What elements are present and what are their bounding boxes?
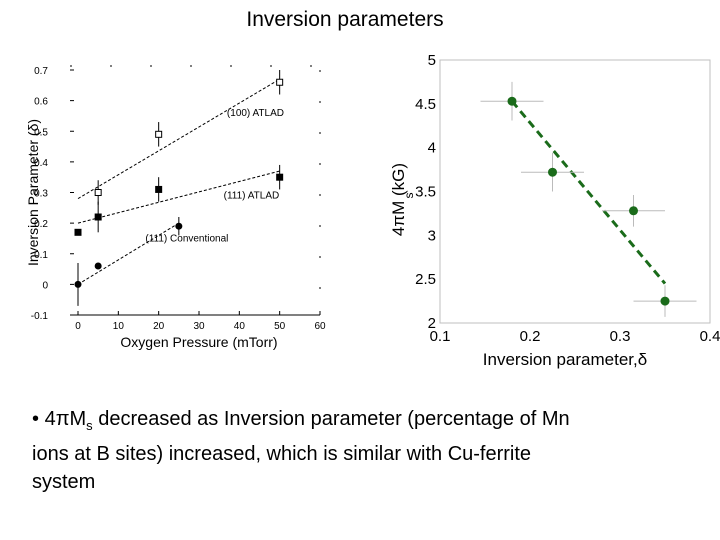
data-point (548, 167, 557, 177)
data-point-filled-circle (74, 280, 82, 288)
y-tick-label: 0.1 (34, 250, 48, 261)
x-tick-label: 0.1 (430, 328, 451, 345)
y-tick-label: 0.6 (34, 97, 48, 108)
x-tick-label: 0.2 (520, 328, 541, 345)
series-label: (111) Conventional (145, 234, 228, 245)
y-tick-label: 0.5 (34, 127, 48, 138)
y-tick-label: 0 (42, 280, 48, 291)
slide-title: Inversion parameters (246, 8, 444, 31)
y-tick-label: 0.4 (34, 158, 48, 169)
data-point-filled-square (94, 213, 102, 221)
y-tick-label: 2.5 (415, 271, 436, 288)
series-label: (111) ATLAD (224, 191, 280, 202)
data-point (660, 296, 670, 306)
x-tick-label: 0.4 (700, 328, 720, 345)
y-axis-title: 4πM (kG) (389, 163, 408, 236)
y-tick-label: 4 (428, 140, 436, 157)
data-point-filled-circle (175, 222, 183, 230)
bullet-line-1: • 4πMs decreased as Inversion parameter … (32, 405, 692, 440)
data-point-filled-circle (94, 262, 102, 270)
x-tick-label: 50 (274, 321, 286, 332)
data-point-filled-square (276, 173, 284, 181)
y-tick-label: 3 (428, 227, 436, 244)
x-tick-label: 40 (234, 321, 246, 332)
data-point (629, 206, 638, 216)
y-axis-title-subscript: s (402, 193, 416, 199)
x-tick-label: 20 (153, 321, 165, 332)
data-point-open-square (276, 78, 284, 86)
y-tick-label: 4.5 (415, 96, 436, 113)
data-point-open-square (94, 189, 102, 196)
fit-line-0 (77, 78, 280, 200)
y-tick-label: -0.1 (31, 311, 49, 322)
bullet-rest: decreased as Inversion parameter (percen… (92, 408, 570, 430)
x-tick-label: 60 (314, 321, 326, 332)
plot-frame (439, 59, 711, 324)
series-label: (100) ATLAD (227, 108, 284, 119)
x-tick-label: 0 (75, 321, 81, 332)
data-point-open-square (155, 130, 163, 138)
y-axis-title: Inversion Parameter (δ) (25, 119, 41, 266)
y-tick-label: 0.2 (34, 219, 48, 230)
y-tick-label: 3.5 (415, 184, 436, 201)
bullet-text: • 4πMs decreased as Inversion parameter … (32, 405, 692, 496)
bullet-subscript: s (86, 418, 93, 433)
y-tick-label: 0.3 (34, 189, 48, 200)
bullet-line-3: system (32, 471, 96, 493)
y-tick-label: 5 (428, 52, 436, 69)
y-tick-label: 0.7 (34, 66, 48, 77)
data-point-filled-square (74, 228, 82, 236)
fit-line (510, 100, 667, 285)
x-axis-title: Oxygen Pressure (mTorr) (120, 334, 277, 350)
data-point-filled-square (155, 185, 163, 193)
x-tick-label: 30 (193, 321, 205, 332)
bullet-prefix: 4πM (44, 408, 87, 430)
bullet-marker: • (32, 408, 40, 430)
bullet-line-2: ions at B sites) increased, which is sim… (32, 443, 532, 465)
data-point (507, 96, 517, 106)
x-tick-label: 10 (113, 321, 125, 332)
x-axis-title: Inversion parameter,δ (483, 350, 647, 369)
y-tick-label: 2 (428, 315, 436, 332)
x-tick-label: 0.3 (610, 328, 631, 345)
